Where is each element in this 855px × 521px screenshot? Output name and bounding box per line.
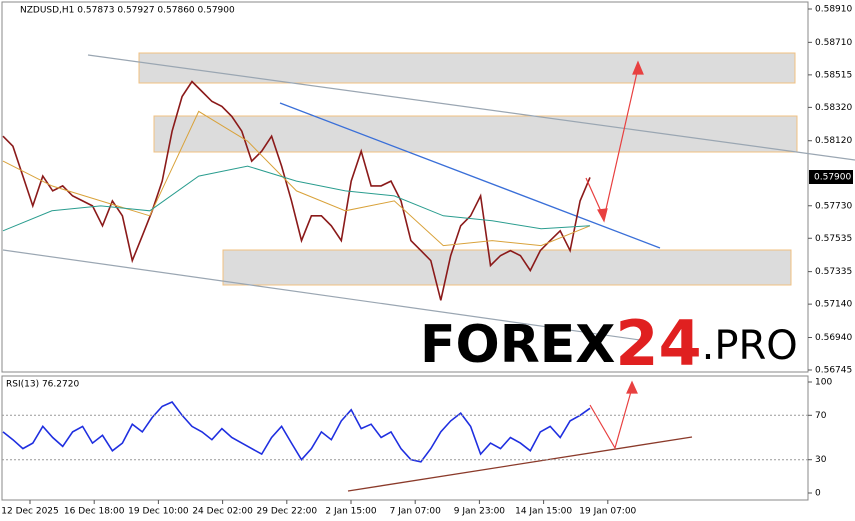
- rsi-title: RSI(13) 76.2720: [6, 380, 79, 390]
- y-tick-label: 0.57730: [815, 201, 852, 211]
- rsi-trend-line: [347, 436, 693, 492]
- y-tick-label: 0: [815, 489, 821, 499]
- y-tick-label: 30: [815, 455, 827, 465]
- y-tick-label: 0.58710: [815, 38, 852, 48]
- support-zone: [222, 249, 792, 286]
- series-line: [2, 401, 591, 463]
- x-tick-label: 24 Dec 02:00: [192, 507, 253, 517]
- price-panel: [1, 1, 809, 373]
- trend-line: [279, 102, 661, 249]
- arrow-head: [597, 208, 608, 223]
- y-tick-label: 0.57335: [815, 267, 852, 277]
- arrow-head: [632, 60, 644, 75]
- logo-part: FOREX: [420, 315, 615, 375]
- y-tick-label: 0.57140: [815, 300, 852, 310]
- series-line: [2, 80, 591, 301]
- series-line: [2, 165, 591, 232]
- y-tick-label: 0.58120: [815, 136, 852, 146]
- y-tick-label: 0.56745: [815, 365, 852, 375]
- resistance-zone: [153, 115, 798, 153]
- logo-part: 24: [615, 307, 701, 380]
- x-tick-label: 7 Jan 07:00: [390, 507, 442, 517]
- y-tick-label: 0.58320: [815, 103, 852, 113]
- x-tick-label: 14 Jan 15:00: [515, 507, 572, 517]
- y-tick-label: 0.58910: [815, 5, 852, 15]
- y-tick-label: 0.57535: [815, 234, 852, 244]
- y-tick-label: 100: [815, 378, 832, 388]
- channel-line: [2, 249, 641, 341]
- last-price-box: [809, 170, 853, 184]
- chart-title: NZDUSD,H1 0.57873 0.57927 0.57860 0.5790…: [20, 6, 235, 16]
- y-tick-label: 0.58515: [815, 70, 852, 80]
- last-price-label: 0.57900: [814, 173, 851, 183]
- y-tick-label: 0.56940: [815, 333, 852, 343]
- rsi-panel: [1, 375, 809, 501]
- series-layer: [2, 80, 591, 463]
- x-tick-label: 29 Dec 22:00: [257, 507, 318, 517]
- x-tick-label: 12 Dec 2025: [1, 507, 59, 517]
- x-tick-label: 16 Dec 18:00: [64, 507, 125, 517]
- x-tick-label: 2 Jan 15:00: [325, 507, 377, 517]
- x-tick-label: 19 Jan 07:00: [579, 507, 636, 517]
- x-tick-label: 9 Jan 23:00: [454, 507, 506, 517]
- forecast-arrows: [585, 60, 644, 450]
- logo: FOREX24.PRO: [420, 307, 798, 380]
- channel-line: [87, 54, 855, 161]
- x-tick-label: 19 Dec 10:00: [128, 507, 189, 517]
- resistance-zone: [138, 52, 796, 84]
- arrow-head: [626, 380, 638, 394]
- y-tick-label: 70: [815, 411, 827, 421]
- rsi-forecast-arrow: [589, 387, 633, 450]
- series-line: [2, 110, 591, 247]
- logo-part: .PRO: [702, 323, 798, 369]
